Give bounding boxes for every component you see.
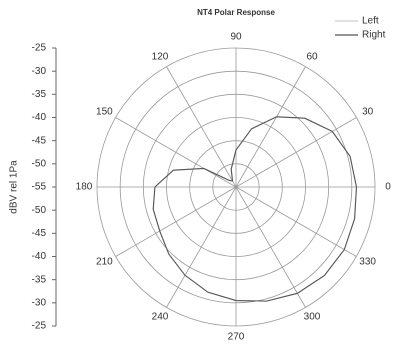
theta-tick-label: 30	[362, 107, 374, 118]
y-tick-label: -35	[32, 274, 47, 285]
theta-tick-label: 300	[304, 312, 321, 323]
theta-tick-label: 270	[228, 332, 245, 343]
grid-spoke	[166, 186, 237, 308]
theta-tick-label: 180	[76, 182, 93, 193]
grid-spoke	[235, 117, 357, 188]
theta-tick-label: 0	[385, 182, 391, 193]
legend-label: Right	[362, 30, 386, 41]
y-tick-label: -25	[32, 321, 47, 332]
theta-tick-label: 210	[96, 257, 113, 268]
legend-label: Left	[362, 16, 379, 27]
grid-spoke	[235, 66, 306, 188]
y-tick-label: -40	[32, 112, 47, 123]
y-tick-label: -50	[32, 205, 47, 216]
grid-spoke	[235, 186, 306, 308]
grid-spoke	[115, 117, 237, 188]
grid-spoke	[235, 186, 357, 257]
theta-tick-label: 330	[359, 257, 376, 268]
theta-tick-label: 240	[152, 312, 169, 323]
theta-tick-label: 150	[96, 107, 113, 118]
theta-tick-label: 60	[306, 52, 318, 63]
y-tick-label: -35	[32, 89, 47, 100]
y-tick-label: -30	[32, 297, 47, 308]
theta-tick-label: 90	[230, 32, 242, 43]
y-tick-label: -45	[32, 135, 47, 146]
y-tick-label: -25	[32, 43, 47, 54]
series-line	[152, 116, 358, 302]
y-tick-label: -40	[32, 251, 47, 262]
grid-spoke	[115, 186, 237, 257]
y-tick-label: -45	[32, 228, 47, 239]
chart-title: NT4 Polar Response	[197, 8, 275, 17]
grid-spoke	[166, 66, 237, 188]
y-axis-label: dBV rel 1Pa	[9, 160, 20, 214]
theta-tick-label: 120	[152, 52, 169, 63]
y-tick-label: -30	[32, 66, 47, 77]
y-tick-label: -50	[32, 158, 47, 169]
y-tick-label: -55	[32, 182, 47, 193]
